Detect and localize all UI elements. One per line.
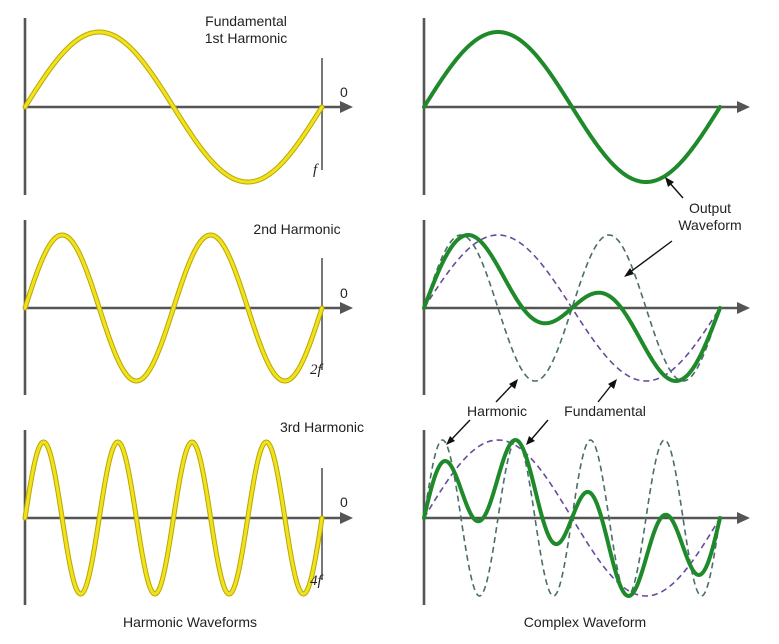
output-panel-1 [422, 18, 750, 195]
frequency-label: 4f [310, 573, 324, 589]
arrow-line [449, 419, 471, 442]
arrow-line [628, 240, 673, 274]
panel-title: 3rd Harmonic [280, 419, 364, 435]
axis-arrow-icon [340, 512, 353, 524]
left-caption: Harmonic Waveforms [123, 614, 257, 630]
output-waveform [422, 29, 722, 185]
axis-arrow-icon [737, 302, 750, 314]
arrow-head-icon [446, 436, 455, 445]
panel-title-line-2: 1st Harmonic [205, 30, 287, 46]
zero-label: 0 [340, 285, 348, 301]
arrow-head-icon [526, 436, 535, 445]
third-harmonic-wave [23, 440, 324, 596]
right-column: Output Waveform Harmonic Fundamental [422, 18, 750, 605]
output-waveform [422, 437, 722, 599]
fundamental-label: Fundamental [564, 403, 646, 419]
fundamental-wave [23, 30, 324, 184]
zero-label: 0 [340, 84, 348, 100]
arrow-head-icon [608, 379, 617, 389]
harmonic-label: Harmonic [467, 403, 527, 419]
right-caption: Complex Waveform [524, 614, 646, 630]
panel-title-line-1: Fundamental [205, 13, 287, 29]
zero-label: 0 [340, 494, 348, 510]
output-waveform-label-line-1: Output [689, 200, 731, 216]
arrow-head-icon [624, 268, 634, 277]
panel-title: 2nd Harmonic [253, 221, 340, 237]
harmonic-dashed-wave [423, 234, 721, 382]
fundamental-panel: Fundamental 1st Harmonic 0 f [22, 13, 353, 195]
second-harmonic-panel: 2nd Harmonic 0 2f [22, 220, 353, 395]
second-harmonic-wave [23, 233, 324, 383]
frequency-label: 2f [310, 362, 324, 378]
arrow-head-icon [509, 379, 518, 389]
arrow-head-icon [665, 177, 674, 187]
arrow-line [529, 419, 549, 442]
axis-arrow-icon [737, 512, 750, 524]
third-harmonic-panel: 3rd Harmonic 0 4f [22, 419, 364, 605]
left-column: Fundamental 1st Harmonic 0 f 2nd Harmoni… [22, 13, 364, 605]
output-waveform-label-line-2: Waveform [678, 217, 741, 233]
output-panel-2 [422, 220, 750, 395]
arrow-line [597, 382, 614, 403]
axis-arrow-icon [737, 101, 750, 113]
frequency-label: f [313, 162, 319, 178]
axis-arrow-icon [340, 302, 353, 314]
axis-arrow-icon [340, 101, 353, 113]
output-panel-3 [422, 430, 750, 605]
output-waveform [422, 232, 722, 384]
arrow-line [495, 382, 515, 403]
annotations: Output Waveform Harmonic Fundamental [446, 177, 742, 445]
